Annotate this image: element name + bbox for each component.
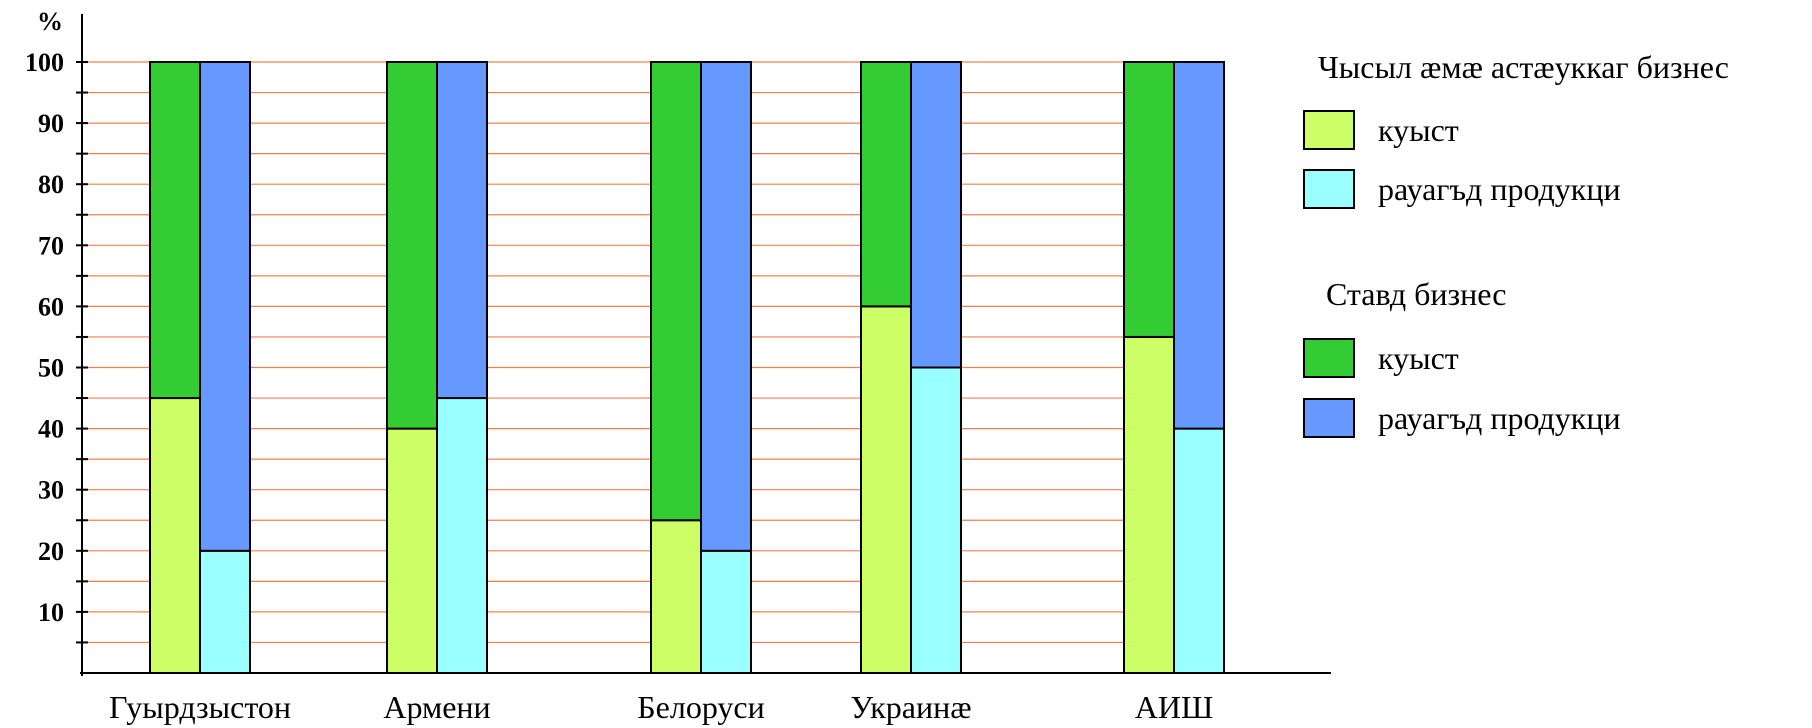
bar-small-business-work bbox=[860, 305, 912, 674]
y-tick-label: 100 bbox=[25, 48, 64, 77]
legend-label: рауагъд продукци bbox=[1378, 400, 1621, 436]
y-tick-label: 50 bbox=[38, 354, 64, 383]
legend-label: куыст bbox=[1378, 112, 1459, 148]
bar-large-business-products bbox=[700, 61, 752, 552]
bar-large-business-work bbox=[860, 61, 912, 308]
bar-large-business-products bbox=[436, 61, 488, 400]
legend-label: куыст bbox=[1378, 340, 1459, 376]
legend-swatch bbox=[1303, 110, 1355, 150]
y-tick-label: 20 bbox=[38, 537, 64, 566]
y-tick-label: 10 bbox=[38, 598, 64, 627]
x-tick-label: Украинæ bbox=[850, 689, 971, 725]
y-tick-label: 40 bbox=[38, 415, 64, 444]
bar-small-business-products bbox=[199, 549, 251, 674]
bar-large-business-work bbox=[1123, 61, 1175, 338]
x-tick-label: Армени bbox=[383, 689, 490, 725]
bar-small-business-products bbox=[700, 549, 752, 674]
x-tick-label: Гуырдзыстон bbox=[109, 689, 291, 725]
y-tick-label: 80 bbox=[38, 170, 64, 199]
bars bbox=[149, 61, 1225, 674]
legend-swatch bbox=[1303, 338, 1355, 378]
bar-large-business-work bbox=[650, 61, 702, 522]
bar-small-business-products bbox=[1173, 427, 1225, 674]
bar-small-business-work bbox=[1123, 335, 1175, 674]
bar-small-business-products bbox=[436, 397, 488, 674]
x-tick-label: Белоруси bbox=[637, 689, 764, 725]
y-tick-label: 70 bbox=[38, 231, 64, 260]
x-tick-label: АИШ bbox=[1135, 689, 1214, 725]
legend: Чысыл æмæ астæуккаг бизнес куыст рауагъд п… bbox=[1303, 49, 1729, 438]
bar-small-business-work bbox=[149, 397, 201, 674]
bar-large-business-products bbox=[199, 61, 251, 552]
bar-large-business-work bbox=[386, 61, 438, 430]
y-tick-label: 90 bbox=[38, 109, 64, 138]
legend-label: рауагъд продукци bbox=[1378, 171, 1621, 207]
bar-small-business-work bbox=[386, 427, 438, 674]
legend-swatch bbox=[1303, 169, 1355, 209]
y-tick-label: 30 bbox=[38, 476, 64, 505]
y-tick-label: 60 bbox=[38, 292, 64, 321]
y-axis-label: % bbox=[37, 7, 63, 36]
bar-large-business-products bbox=[1173, 61, 1225, 430]
legend-title: Чысыл æмæ астæуккаг бизнес bbox=[1318, 49, 1729, 85]
legend-swatch bbox=[1303, 398, 1355, 438]
bar-large-business-work bbox=[149, 61, 201, 400]
legend-title: Ставд бизнес bbox=[1326, 276, 1506, 312]
y-ticks: 10 20 30 40 50 60 70 80 90 100 bbox=[25, 48, 88, 644]
axes: % bbox=[37, 7, 1331, 676]
bar-small-business-products bbox=[910, 366, 962, 674]
bar-small-business-work bbox=[650, 519, 702, 674]
bar-large-business-products bbox=[910, 61, 962, 369]
x-tick-labels: Гуырдзыстон Армени Белоруси Украинæ АИШ bbox=[109, 689, 1213, 725]
